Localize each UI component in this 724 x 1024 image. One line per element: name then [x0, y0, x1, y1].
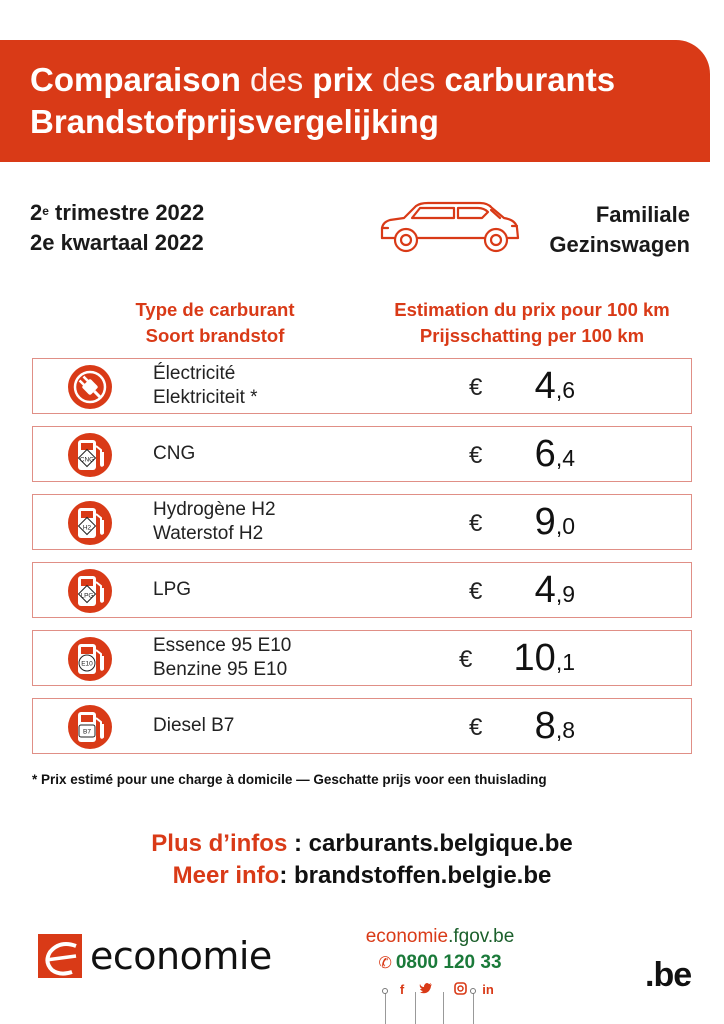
price-value: 6,4	[534, 433, 575, 475]
fuel-name: CNG	[153, 443, 196, 464]
currency-symbol: €	[459, 646, 473, 673]
svg-text:CNG: CNG	[80, 457, 94, 464]
link-carburants[interactable]: carburants.belgique.be	[308, 830, 573, 857]
fuel-pump-h2-icon: H2	[67, 500, 113, 546]
currency-symbol: €	[469, 578, 483, 605]
svg-text:B7: B7	[83, 729, 91, 736]
currency-symbol: €	[469, 374, 483, 401]
vehicle-nl: Gezinswagen	[549, 232, 690, 257]
fuel-name: Électricité Elektriciteit *	[153, 363, 258, 408]
footnote: * Prix estimé pour une charge à domicile…	[32, 772, 547, 787]
fuel-pump-b7-icon: B7	[67, 704, 113, 750]
fuel-pump-cng-icon: CNG	[67, 432, 113, 478]
contact-block: economie.fgov.be ✆ 0800 120 33 f in	[340, 924, 540, 1024]
be-logo: .be	[645, 956, 692, 994]
fuel-row: CNG CNG €6,4	[32, 426, 692, 482]
instagram-icon[interactable]	[452, 982, 468, 998]
fuel-row: LPG LPG €4,9	[32, 562, 692, 618]
price-value: 4,6	[534, 365, 575, 407]
facebook-icon[interactable]: f	[399, 982, 405, 997]
fuel-name: Essence 95 E10 Benzine 95 E10	[153, 635, 292, 680]
svg-text:LPG: LPG	[80, 593, 93, 600]
twitter-icon[interactable]	[418, 982, 434, 998]
fuel-name: Hydrogène H2 Waterstof H2	[153, 499, 276, 544]
period-fr: 2e trimestre 2022	[30, 200, 205, 225]
economie-logo-text: economie	[90, 934, 272, 978]
link-brandstoffen[interactable]: brandstoffen.belgie.be	[294, 862, 552, 889]
fuel-pump-lpg-icon: LPG	[67, 568, 113, 614]
vehicle-type: Familiale Gezinswagen	[549, 200, 690, 260]
price-value: 9,0	[534, 501, 575, 543]
svg-text:H2: H2	[83, 525, 92, 532]
title-nl: Brandstofprijsvergelijking	[30, 103, 439, 140]
fuel-row: B7 Diesel B7 €8,8	[32, 698, 692, 754]
phone-number[interactable]: ✆ 0800 120 33	[378, 952, 502, 973]
period-nl: 2e kwartaal 2022	[30, 230, 204, 255]
linkedin-icon[interactable]: in	[482, 982, 494, 997]
title-banner: Comparaison des prix des carburants Bran…	[0, 40, 710, 162]
fuel-row: E10 Essence 95 E10 Benzine 95 E10 €10,1	[32, 630, 692, 686]
fuel-name: LPG	[153, 579, 192, 600]
price-value: 4,9	[534, 569, 575, 611]
social-links: f in	[380, 982, 500, 1024]
column-header-price: Estimation du prix pour 100 km Prijsscha…	[394, 299, 670, 346]
more-info-fr: Plus d’infos : carburants.belgique.be	[151, 830, 573, 857]
title-fr: Comparaison des prix des carburants	[30, 61, 616, 98]
column-header-fuel-type: Type de carburant Soort brandstof	[135, 299, 295, 346]
price-value: 10,1	[513, 637, 575, 679]
fuel-pump-e10-icon: E10	[67, 636, 113, 682]
currency-symbol: €	[469, 510, 483, 537]
currency-symbol: €	[469, 442, 483, 469]
electric-plug-icon	[67, 364, 113, 410]
fuel-row: Électricité Elektriciteit * €4,6	[32, 358, 692, 414]
vehicle-fr: Familiale	[595, 202, 690, 227]
economie-logo: economie	[38, 934, 272, 980]
price-value: 8,8	[534, 705, 575, 747]
period: 2e trimestre 2022 2e kwartaal 2022	[30, 198, 204, 258]
phone-icon: ✆	[378, 955, 392, 972]
svg-text:E10: E10	[81, 661, 93, 668]
fuel-name: Diesel B7	[153, 715, 235, 736]
currency-symbol: €	[469, 714, 483, 741]
economie-logo-mark	[38, 934, 82, 978]
more-info-nl: Meer info: brandstoffen.belgie.be	[172, 862, 552, 889]
family-car-icon	[380, 201, 520, 253]
website-link[interactable]: economie.fgov.be	[365, 926, 515, 947]
fuel-row: H2 Hydrogène H2 Waterstof H2 €9,0	[32, 494, 692, 550]
